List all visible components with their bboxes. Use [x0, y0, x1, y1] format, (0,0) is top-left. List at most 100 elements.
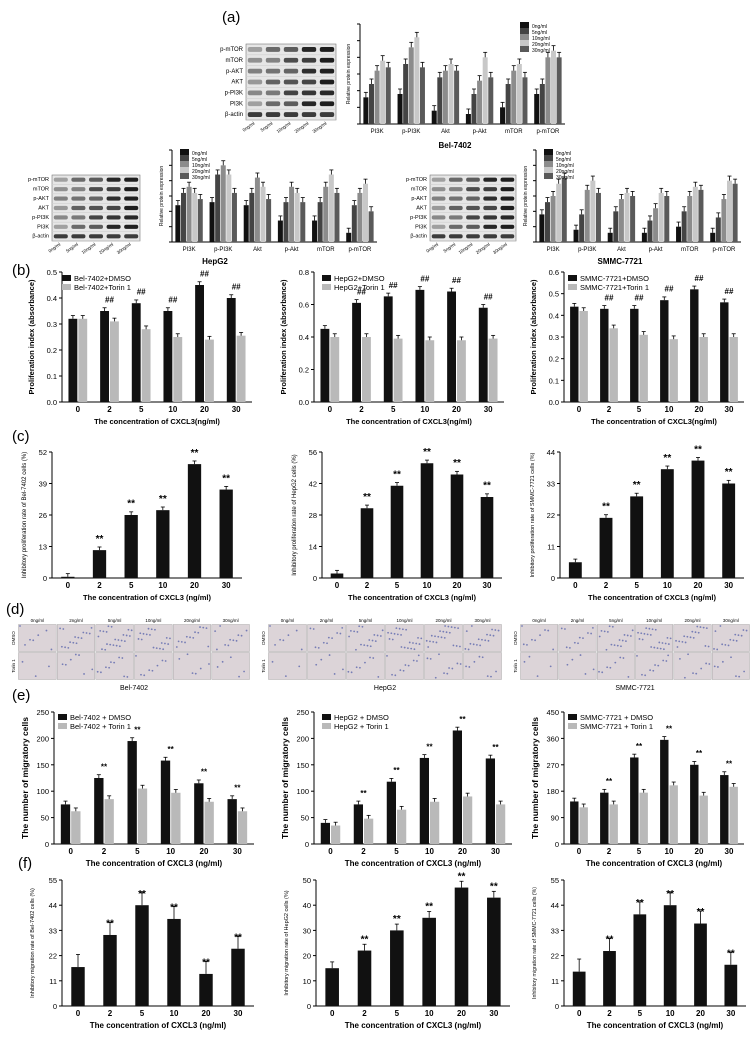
bar-a-smmc-4-2 [630, 196, 636, 242]
migrated-cell [606, 666, 609, 669]
migrated-cell [571, 658, 574, 661]
blot-row-label: p-PI3K [410, 215, 427, 221]
bar-a-hep-0-3 [277, 220, 283, 242]
x-tick-label: 10 [425, 1009, 434, 1018]
migrated-cell [85, 632, 88, 634]
blot-band [124, 224, 139, 229]
chart-c-bel: 0 13 26 39 52 0 2 ** 5 ** 10 ** 20 ** 30 ** The concentr… [22, 448, 242, 602]
y-tick-label: 150 [36, 761, 49, 770]
y-tick-label: 33 [547, 480, 555, 489]
legend-label: 20ng/ml [532, 42, 550, 48]
migrated-cell [691, 630, 694, 633]
migrated-cell [417, 636, 419, 639]
bar-e-smmc-0-4 [690, 764, 699, 844]
migrated-cell [194, 631, 196, 634]
legend-label: 5ng/ml [532, 30, 547, 36]
y-axis-label: The number of migratory cells [530, 717, 540, 839]
blot-band [53, 177, 68, 182]
blot-band [301, 112, 317, 117]
bar-f-hep-0-4 [454, 887, 469, 1006]
micrograph-field [635, 652, 674, 680]
migrated-cell [584, 673, 587, 675]
x-tick-label: 0 [577, 847, 582, 856]
bar-a-bel-4-1 [419, 67, 425, 124]
blot-band [106, 224, 121, 229]
blot-band [319, 47, 335, 52]
legend-swatch [520, 34, 529, 40]
blot-lane-label: 5ng/ml [442, 242, 456, 254]
migrated-cell [355, 666, 358, 669]
blot-band [247, 90, 263, 96]
migrated-cell [476, 643, 478, 646]
blot-band [483, 205, 498, 211]
migrated-cell [328, 654, 331, 656]
migrated-cell [689, 636, 692, 639]
migrated-cell [162, 648, 165, 651]
migrated-cell [437, 635, 440, 638]
chart-a-smmc: PI3K p-PI3K Akt p-Akt mTOR p-mTOR Relative pro… [523, 149, 741, 266]
migrated-cell [353, 630, 356, 633]
bar-c-hep-0-5 [480, 497, 494, 578]
bar-c-smmc-0-2 [630, 496, 644, 578]
migrated-cell [666, 636, 669, 639]
bar-a-hep-3-2 [260, 186, 266, 242]
bar-a-smmc-1-3 [647, 220, 653, 242]
migrated-cell [429, 657, 432, 660]
migrated-cell [410, 647, 413, 650]
bar-b-hep-1-0 [330, 337, 340, 402]
blot-band [319, 90, 335, 96]
legend-label: 0ng/ml [192, 151, 207, 157]
significance-mark: ** [234, 932, 242, 943]
migrated-cell [74, 653, 77, 656]
migrated-cell [619, 656, 622, 659]
blot-band [448, 234, 463, 239]
migrated-cell [60, 645, 63, 648]
y-tick-label: 22 [49, 952, 57, 961]
transwell-row-label: Torin 1 [261, 659, 266, 673]
significance-mark: ** [363, 492, 371, 503]
legend-swatch [544, 149, 553, 155]
migrated-cell [578, 636, 581, 639]
blot-band [448, 205, 463, 211]
migrated-cell [140, 673, 142, 676]
x-tick-label: 20 [696, 1009, 705, 1018]
bar-a-smmc-3-0 [556, 183, 562, 242]
migrated-cell [151, 669, 154, 672]
legend-swatch [544, 155, 553, 161]
migrated-cell [614, 661, 617, 664]
blot-band [247, 79, 263, 85]
legend-label: HepG2+DMSO [334, 274, 385, 283]
migrated-cell [713, 648, 715, 650]
blot-band [431, 215, 446, 220]
y-tick-label: 30 [303, 926, 311, 935]
micrograph-field [463, 624, 502, 652]
migrated-cell [408, 641, 411, 644]
transwell-conc-label: 5ng/ml [359, 618, 373, 623]
migrated-cell [19, 625, 21, 627]
migrated-cell [229, 638, 232, 641]
x-axis-label: The concentration of CXCL3 (ng/ml) [586, 859, 723, 868]
y-tick-label: 22 [551, 952, 559, 961]
migrated-cell [192, 636, 195, 639]
significance-mark: ## [137, 288, 146, 297]
y-tick-label: 200 [36, 734, 49, 743]
blot-band [106, 187, 121, 192]
migrated-cell [45, 629, 48, 632]
chart-a-bel: PI3K p-PI3K Akt p-Akt mTOR p-mTOR Relative pro… [346, 22, 565, 150]
migrated-cell [160, 642, 163, 644]
legend-swatch [544, 161, 553, 167]
migrated-cell [77, 636, 80, 639]
migrated-cell [443, 672, 445, 675]
migrated-cell [732, 639, 735, 642]
blot-band [431, 224, 446, 229]
blot-lane-label: 5ng/ml [260, 121, 274, 133]
y-axis-label: The number of migratory cells [20, 717, 30, 839]
bar-f-bel-0-0 [71, 967, 85, 1006]
bar-a-hep-2-5 [357, 192, 363, 242]
blot-lane-label: 0ng/ml [425, 242, 439, 254]
migrated-cell [327, 636, 330, 639]
migrated-cell [135, 654, 137, 657]
blot-band [319, 79, 335, 85]
bar-a-bel-3-0 [380, 60, 386, 124]
blot-band [431, 205, 446, 211]
